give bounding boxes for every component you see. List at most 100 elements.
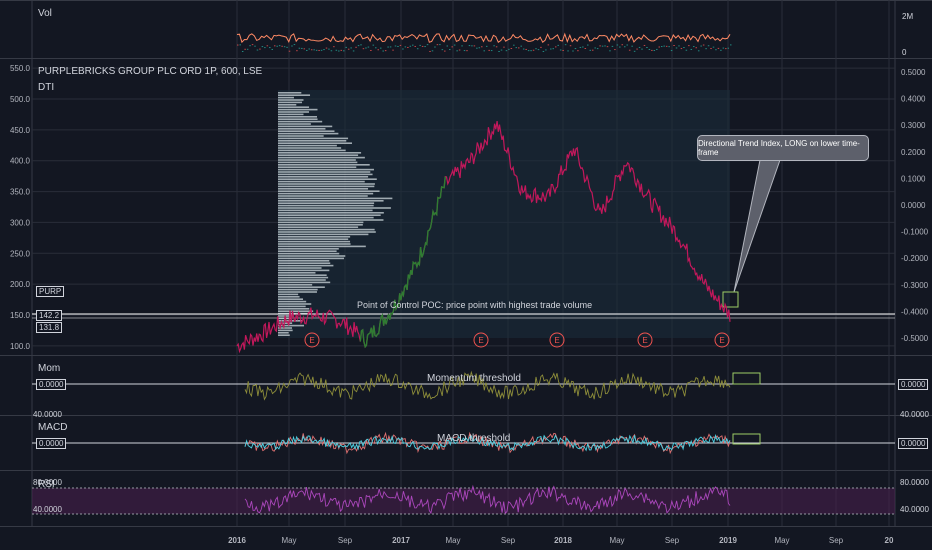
- profile-bar: [278, 106, 310, 108]
- volume-dot: [633, 50, 636, 52]
- volume-dot: [577, 50, 579, 52]
- profile-bar: [278, 137, 349, 140]
- volume-dot: [518, 47, 520, 49]
- earnings-badge[interactable]: E: [714, 332, 730, 348]
- profile-bar: [278, 209, 373, 212]
- profile-bar: [278, 104, 297, 106]
- price-tag-1: 142.2: [36, 310, 63, 321]
- volume-dot: [683, 47, 685, 49]
- volume-dot: [269, 47, 271, 49]
- profile-bar: [278, 149, 346, 152]
- profile-bar: [278, 300, 307, 303]
- profile-bar: [278, 171, 371, 173]
- volume-dot: [688, 45, 690, 47]
- profile-bar: [278, 288, 318, 291]
- earnings-badge[interactable]: E: [637, 332, 653, 348]
- profile-bar: [278, 116, 318, 118]
- volume-dot: [397, 46, 399, 48]
- highlight-box: [722, 291, 739, 308]
- volume-dot: [722, 47, 725, 49]
- profile-bar: [278, 197, 393, 200]
- volume-dot: [631, 45, 633, 47]
- volume-dot: [624, 46, 626, 48]
- profile-bar: [278, 185, 375, 188]
- profile-bar: [278, 99, 304, 101]
- volume-dot: [404, 46, 407, 48]
- price-series: [236, 121, 731, 354]
- volume-dot: [463, 50, 466, 52]
- volume-dot: [384, 50, 387, 52]
- volume-dot: [315, 49, 318, 51]
- volume-dot: [448, 49, 451, 51]
- volume-dot: [379, 47, 382, 49]
- profile-bar: [278, 123, 311, 125]
- volume-dot: [283, 46, 286, 48]
- profile-bar: [278, 264, 334, 267]
- profile-bar: [278, 219, 384, 221]
- profile-bar: [278, 291, 317, 293]
- profile-bar: [278, 329, 293, 332]
- volume-dot: [367, 46, 370, 48]
- profile-bar: [278, 212, 384, 214]
- volume-dot: [389, 46, 392, 48]
- volume-dot: [355, 46, 357, 48]
- profile-bar: [278, 322, 293, 324]
- dti-tick-label: -0.3000: [901, 281, 929, 290]
- axis-ticks: 550.0500.0450.0400.0350.0300.0250.0200.0…: [10, 64, 929, 545]
- volume-dot: [574, 48, 577, 50]
- volume-ma: [236, 32, 731, 44]
- rsi-tick-40-right: 40.0000: [900, 505, 929, 514]
- dti-tick-label: -0.4000: [901, 307, 929, 316]
- profile-bar: [278, 166, 357, 168]
- profile-bar: [278, 92, 302, 94]
- volume-dot: [653, 50, 656, 52]
- macd-highlight-box: [732, 433, 761, 445]
- volume-dot: [596, 48, 599, 50]
- profile-bar: [278, 308, 310, 310]
- volume-dot: [712, 46, 715, 48]
- volume-dot: [303, 48, 306, 50]
- profile-bar: [278, 274, 327, 276]
- volume-dot: [342, 50, 345, 52]
- callout-dti[interactable]: Directional Trend Index, LONG on lower t…: [697, 135, 869, 161]
- earnings-badge[interactable]: E: [473, 332, 489, 348]
- profile-bar: [278, 245, 366, 248]
- profile-bar: [278, 310, 314, 312]
- profile-bar: [278, 324, 305, 327]
- profile-bar: [278, 195, 368, 197]
- time-tick-label: Sep: [829, 536, 844, 545]
- volume-dot: [658, 46, 661, 48]
- profile-bar: [278, 161, 358, 164]
- volume-dot: [594, 47, 596, 49]
- time-tick-label: Sep: [338, 536, 353, 545]
- svg-text:E: E: [719, 336, 724, 345]
- volume-dot: [606, 46, 609, 48]
- profile-bar: [278, 327, 293, 329]
- volume-dot: [372, 44, 375, 46]
- volume-dot: [453, 44, 456, 46]
- volume-dot: [628, 49, 631, 51]
- profile-bar: [278, 147, 342, 149]
- profile-bar: [278, 154, 359, 156]
- rsi-tick-80-right: 80.0000: [900, 478, 929, 487]
- volume-dot: [604, 45, 606, 47]
- earnings-badge[interactable]: E: [549, 332, 565, 348]
- time-tick-label: 2018: [554, 536, 572, 545]
- volume-dot: [636, 48, 638, 50]
- volume-dot: [513, 44, 515, 46]
- volume-dot: [347, 48, 350, 50]
- volume-dot: [426, 44, 429, 46]
- volume-dot: [264, 47, 266, 49]
- volume-dot: [320, 49, 323, 51]
- profile-bar: [278, 173, 373, 176]
- profile-bar: [278, 96, 294, 99]
- volume-dot: [293, 44, 296, 46]
- volume-dot: [424, 46, 426, 48]
- volume-dot: [643, 44, 646, 46]
- volume-dot: [498, 50, 500, 52]
- macd-pane-label: MACD: [38, 422, 68, 433]
- time-tick-label: May: [609, 536, 624, 545]
- volume-dot: [609, 50, 611, 52]
- earnings-badge[interactable]: E: [304, 332, 320, 348]
